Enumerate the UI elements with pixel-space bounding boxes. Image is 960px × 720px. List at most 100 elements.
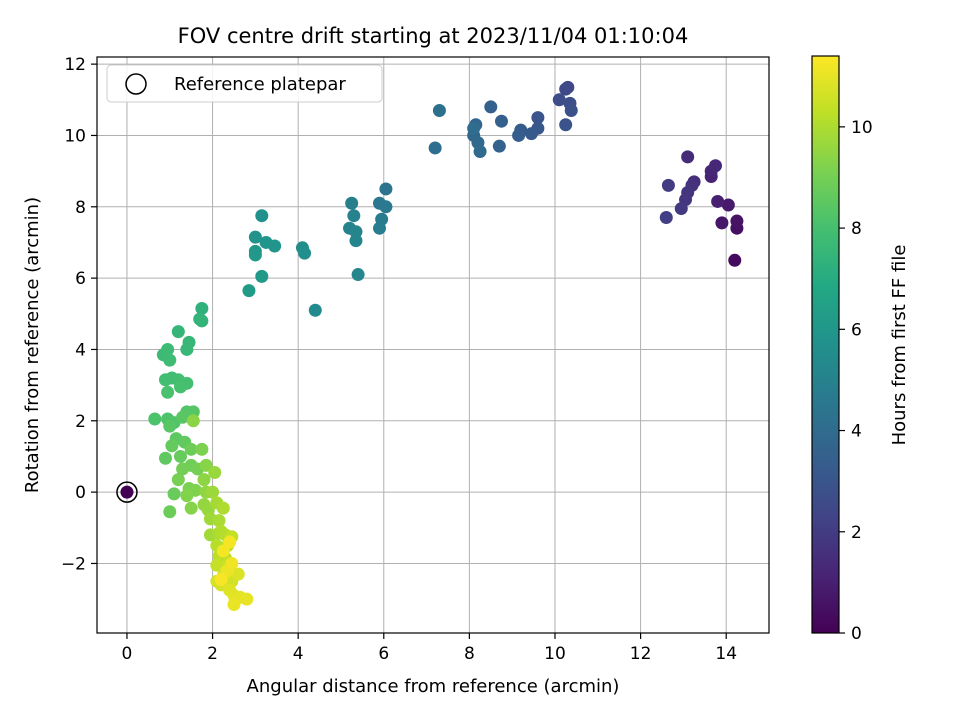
x-tick-label: 0 [122,644,133,664]
x-axis-label: Angular distance from reference (arcmin) [247,676,620,697]
scatter-point [255,209,269,223]
scatter-point [711,194,725,208]
scatter-point [161,342,175,356]
scatter-point [210,558,224,572]
scatter-point [167,487,181,501]
scatter-point [163,419,177,433]
scatter-point [512,128,526,142]
x-tick-label: 6 [378,644,389,664]
colorbar-tick-label: 4 [851,422,862,442]
scatter-point [494,114,508,128]
scatter-point [184,501,198,515]
scatter-point [728,253,742,267]
colorbar-ticks: 0 2 4 6 8 10 [839,118,873,644]
scatter-point [195,442,209,456]
scatter-point [227,597,241,611]
scatter-point [186,414,200,428]
scatter-point [351,268,365,282]
y-tick-label: 8 [75,198,86,218]
scatter-point [308,303,322,317]
plot-frame [96,56,770,634]
x-tick-label: 14 [715,644,737,664]
grid-lines [97,57,769,633]
colorbar: 0 2 4 6 8 10 Hours from first FF file [811,55,910,644]
scatter-points [116,80,744,611]
scatter-point [255,269,269,283]
legend-entry-reference-platepar: Reference platepar [174,74,346,95]
legend: Reference platepar [106,64,383,103]
y-tick-label: 6 [75,269,86,289]
scatter-point [473,145,487,159]
scatter-point [674,202,688,216]
scatter-point [195,314,209,328]
scatter-point [242,284,256,298]
scatter-point [524,127,538,141]
x-tick-label: 10 [544,644,566,664]
scatter-point [180,489,194,503]
colorbar-tick-label: 6 [851,320,862,340]
scatter-point [208,466,222,480]
scatter-point [715,216,729,230]
scatter-point [730,214,744,228]
scatter-point [379,200,393,214]
scatter-point [432,103,446,117]
y-tick-label: −2 [61,554,86,574]
scatter-point [212,514,226,528]
y-tick-label: 10 [64,126,86,146]
scatter-point [199,458,213,472]
scatter-point [186,405,200,419]
scatter-point [531,111,545,125]
scatter-point [564,103,578,117]
scatter-point [197,473,211,487]
scatter-point [492,139,506,153]
scatter-point [173,449,187,463]
scatter-point [708,159,722,173]
x-tick-label: 2 [207,644,218,664]
colorbar-tick-label: 8 [851,219,862,239]
scatter-point [559,82,573,96]
y-tick-label: 12 [64,55,86,75]
scatter-point [223,535,237,549]
scatter-point [559,118,573,132]
scatter-point [176,462,190,476]
scatter-point [120,485,134,499]
scatter-point [231,567,245,581]
legend-marker-icon [125,73,147,95]
scatter-point [428,141,442,155]
scatter-point [379,182,393,196]
scatter-point [195,301,209,315]
scatter-point [163,505,177,519]
scatter-point [484,100,498,114]
scatter-point [216,501,230,515]
scatter-point [176,410,190,424]
scatter-point [163,353,177,367]
scatter-point [240,592,254,606]
colorbar-label: Hours from first FF file [889,245,910,446]
scatter-point [345,196,359,210]
x-tick-label: 12 [630,644,652,664]
scatter-point [165,439,179,453]
y-tick-label: 2 [75,412,86,432]
scatter-point [349,225,363,239]
x-axis-ticks: 0 2 4 6 8 10 12 14 [122,633,737,664]
colorbar-tick-label: 0 [851,624,862,644]
scatter-point [158,451,172,465]
colorbar-gradient [811,55,840,634]
scatter-point [268,239,282,253]
scatter-point [158,373,172,387]
y-axis-label: Rotation from reference (arcmin) [22,197,43,493]
scatter-point [161,385,175,399]
scatter-point [248,230,262,244]
x-tick-label: 8 [464,644,475,664]
y-tick-label: 4 [75,340,86,360]
scatter-point [681,150,695,164]
scatter-point [184,442,198,456]
scatter-point [721,198,735,212]
scatter-point [171,473,185,487]
scatter-point [206,485,220,499]
colorbar-tick-label: 10 [851,118,873,138]
scatter-point [173,380,187,394]
reference-platepar-marker [116,481,138,503]
scatter-point [225,556,239,570]
